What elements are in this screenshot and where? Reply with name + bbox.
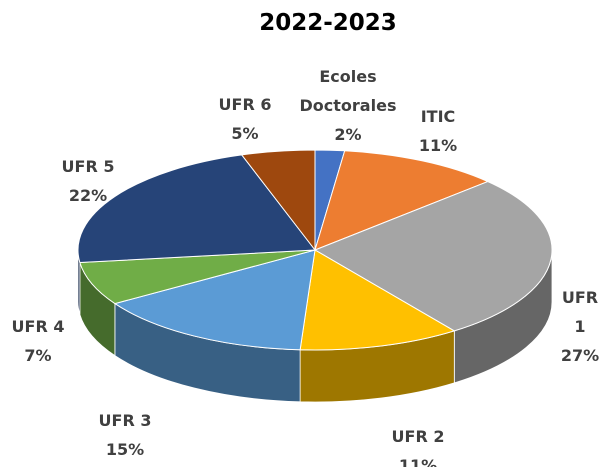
value-label: 7% <box>24 346 52 365</box>
value-label: 15% <box>105 440 145 459</box>
slice <box>79 249 316 305</box>
category-label: UFR 6 <box>218 95 272 114</box>
data-label: UFR 2 11% <box>392 422 445 467</box>
slice <box>113 249 316 351</box>
data-label: Ecoles Doctorales 2% <box>293 62 403 149</box>
category-label: UFR 4 <box>11 317 65 336</box>
data-label: UFR 1 27% <box>561 283 599 370</box>
chart-title: 2022-2023 <box>259 10 397 36</box>
value-label: 22% <box>68 186 108 205</box>
data-label: UFR 4 7% <box>12 312 65 370</box>
value-label: 11% <box>398 456 438 467</box>
category-label: ITIC <box>420 107 456 126</box>
data-label: ITIC 11% <box>419 102 457 160</box>
category-label: UFR 5 <box>61 157 115 176</box>
category-label: UFR 3 <box>98 411 152 430</box>
slice <box>299 249 456 351</box>
slice <box>77 154 316 264</box>
value-label: 5% <box>231 124 259 143</box>
slice <box>314 150 490 251</box>
slice <box>240 149 316 252</box>
value-label: 11% <box>418 136 458 155</box>
data-label: UFR 5 22% <box>62 152 115 210</box>
category-label: Ecoles Doctorales <box>299 67 397 115</box>
category-label: UFR 1 <box>561 288 599 336</box>
data-label: UFR 3 15% <box>99 406 152 464</box>
data-label: UFR 6 5% <box>219 90 272 148</box>
category-label: UFR 2 <box>391 427 445 446</box>
value-label: 27% <box>560 346 600 365</box>
slice <box>313 181 553 332</box>
value-label: 2% <box>334 125 362 144</box>
